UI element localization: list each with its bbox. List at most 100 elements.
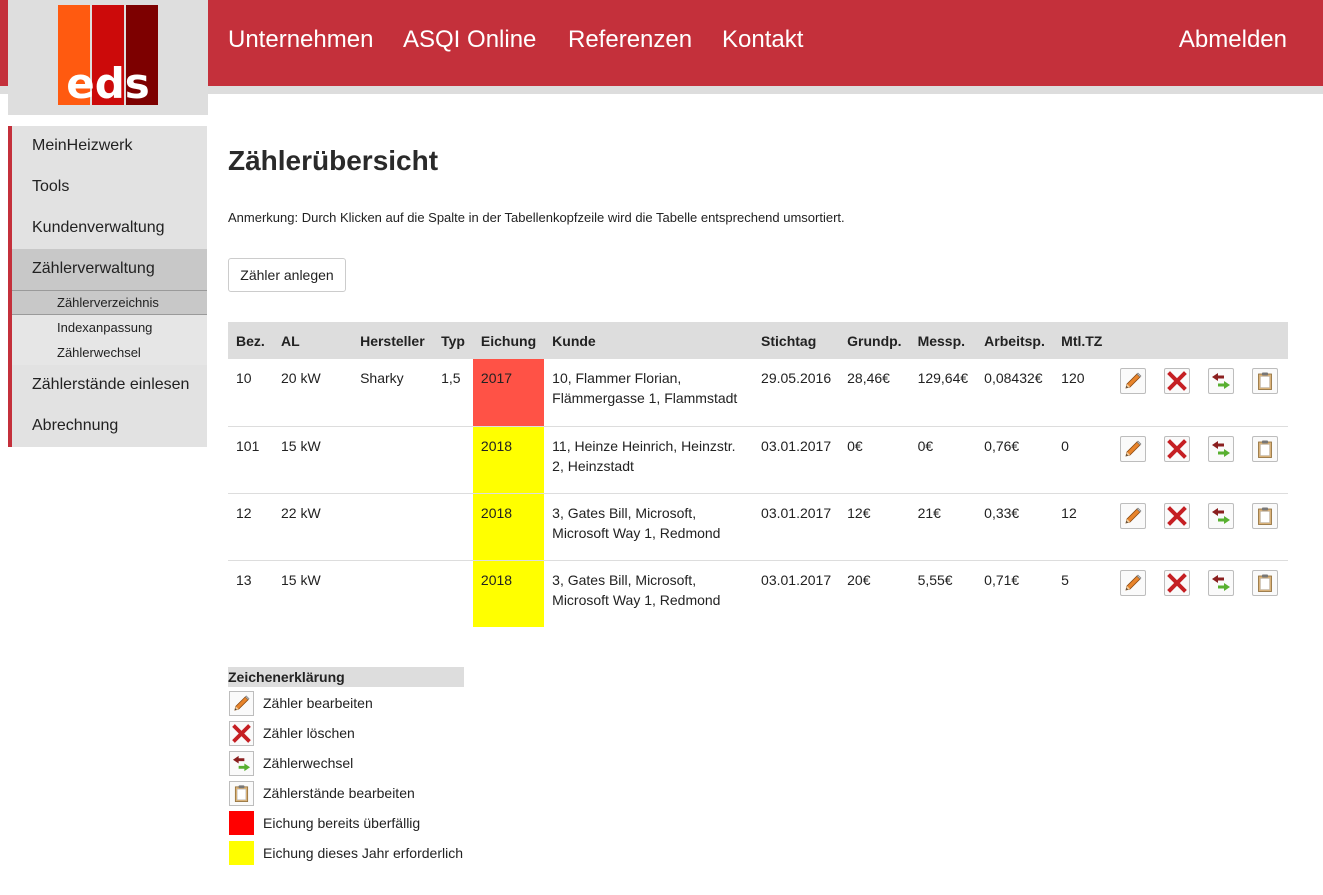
swap-arrows-icon: [1211, 371, 1231, 391]
create-meter-button[interactable]: Zähler anlegen: [228, 258, 346, 292]
nav-unternehmen[interactable]: Unternehmen: [228, 26, 374, 53]
edit-meter-button[interactable]: [1120, 368, 1147, 394]
column-header-al[interactable]: AL: [272, 322, 353, 359]
cell-al: 22 kW: [272, 493, 353, 561]
sidebar-item-abrechnung[interactable]: Abrechnung: [8, 406, 207, 447]
logo-area[interactable]: eds: [8, 0, 208, 115]
column-header-hersteller[interactable]: Hersteller: [352, 322, 434, 359]
column-header-arbeitsp[interactable]: Arbeitsp.: [976, 322, 1054, 359]
cell-bez: 13: [236, 571, 252, 588]
cell-swap: [1200, 359, 1244, 427]
edit-readings-button[interactable]: [1251, 368, 1278, 394]
legend-item: Zähler löschen: [228, 717, 464, 747]
legend-pencil: [229, 691, 254, 716]
cell-mtltz: 5: [1061, 571, 1069, 588]
delete-meter-button[interactable]: [1164, 502, 1191, 529]
cell-edit: [1112, 493, 1157, 561]
column-header-kunde[interactable]: Kunde: [544, 322, 754, 359]
legend-label: Zählerstände bearbeiten: [263, 785, 415, 801]
logout-link[interactable]: Abmelden: [1178, 26, 1287, 53]
delete-meter-button[interactable]: [1164, 368, 1191, 394]
cell-edit: [1112, 426, 1157, 494]
page-title: Zählerübersicht: [228, 145, 439, 176]
cell-swap: [1200, 560, 1244, 627]
swap-arrows-icon: [1211, 439, 1231, 459]
clipboard-icon: [1255, 371, 1275, 391]
sort-note: Anmerkung: Durch Klicken auf die Spalte …: [228, 210, 845, 225]
cell-al: 15 kW: [272, 426, 353, 494]
cell-arbeitsp: 0,08432€: [976, 359, 1054, 427]
legend-label: Zähler bearbeiten: [263, 695, 373, 711]
edit-readings-button[interactable]: [1251, 502, 1278, 529]
cell-readings: [1243, 426, 1288, 494]
cell-messp: 5,55€: [917, 571, 953, 588]
cell-grundp: 0€: [839, 426, 910, 494]
cell-kunde: 11, Heinze Heinrich, Heinzstr. 2, Heinzs…: [544, 426, 754, 494]
edit-readings-button[interactable]: [1251, 569, 1278, 596]
cell-readings: [1244, 560, 1288, 627]
column-header-mtltz[interactable]: Mtl.TZ: [1053, 322, 1113, 359]
delete-x-icon: [1167, 439, 1187, 459]
cell-edit: [1112, 560, 1156, 627]
sidebar: MeinHeizwerk Tools Kundenverwaltung Zähl…: [8, 126, 207, 447]
cell-mtltz: 120: [1053, 359, 1113, 427]
cell-stichtag: 03.01.2017: [753, 493, 840, 561]
clipboard-icon: [1255, 439, 1275, 459]
swap-meter-button[interactable]: [1208, 435, 1235, 462]
column-header-stichtag[interactable]: Stichtag: [753, 322, 840, 359]
column-header-typ[interactable]: Typ: [433, 322, 473, 359]
pencil-icon: [1123, 506, 1143, 526]
swap-meter-button[interactable]: [1208, 569, 1235, 596]
cell-al: 15 kW: [280, 571, 321, 588]
cell-delete: [1156, 359, 1201, 427]
table-header-row: Bez. AL Hersteller Typ Eichung Kunde Sti…: [228, 322, 1288, 359]
edit-meter-button[interactable]: [1120, 435, 1147, 462]
column-header-eichung[interactable]: Eichung: [472, 322, 545, 359]
legend-delete: [229, 721, 254, 746]
cell-swap: [1200, 493, 1244, 561]
column-header-bez[interactable]: Bez.: [228, 322, 273, 359]
cell-messp: 0€: [909, 426, 977, 494]
sidebar-subitem-zaehlerwechsel[interactable]: Zählerwechsel: [57, 345, 141, 360]
edit-meter-button[interactable]: [1120, 569, 1147, 596]
delete-meter-button[interactable]: [1164, 569, 1191, 596]
clipboard-icon: [1255, 573, 1275, 593]
sidebar-item-meinheizwerk[interactable]: MeinHeizwerk: [8, 126, 207, 167]
cell-swap: [1200, 426, 1244, 494]
column-header-delete: [1156, 322, 1201, 359]
delete-x-icon: [1167, 506, 1187, 526]
delete-x-icon: [1167, 573, 1187, 593]
cell-bez: 101: [228, 426, 273, 494]
edit-meter-button[interactable]: [1120, 502, 1147, 529]
column-header-messp[interactable]: Messp.: [909, 322, 977, 359]
cell-bez: 10: [228, 359, 273, 427]
pencil-icon: [1123, 439, 1143, 459]
sidebar-item-zaehlerverwaltung[interactable]: Zählerverwaltung: [8, 249, 207, 290]
cell-stichtag: 03.01.2017: [761, 571, 832, 588]
nav-asqi-online[interactable]: ASQI Online: [403, 26, 537, 53]
edit-readings-button[interactable]: [1251, 435, 1278, 462]
logo-text: eds: [66, 59, 150, 105]
sidebar-submenu: Zählerverzeichnis Indexanpassung Zählerw…: [8, 290, 207, 365]
nav-kontakt[interactable]: Kontakt: [722, 26, 804, 53]
eds-logo[interactable]: eds: [58, 5, 158, 105]
swap-meter-button[interactable]: [1208, 368, 1235, 394]
sidebar-subitem-indexanpassung[interactable]: Indexanpassung: [57, 320, 153, 335]
column-header-swap: [1200, 322, 1244, 359]
sidebar-subitem-zaehlerverzeichnis[interactable]: Zählerverzeichnis: [12, 290, 207, 315]
clipboard-icon: [232, 784, 251, 803]
cell-arbeitsp: 0,76€: [976, 426, 1054, 494]
cell-hersteller: Sharky: [352, 359, 434, 427]
sidebar-item-kundenverwaltung[interactable]: Kundenverwaltung: [8, 208, 207, 249]
column-header-grundp[interactable]: Grundp.: [839, 322, 910, 359]
cell-arbeitsp: 0,71€: [984, 571, 1020, 588]
header-divider: [0, 86, 1323, 94]
delete-meter-button[interactable]: [1164, 435, 1191, 462]
cell-mtltz: 0: [1053, 426, 1113, 494]
cell-typ: 1,5: [433, 359, 473, 427]
sidebar-item-tools[interactable]: Tools: [8, 167, 207, 208]
nav-referenzen[interactable]: Referenzen: [568, 26, 693, 53]
swap-meter-button[interactable]: [1208, 502, 1235, 529]
sidebar-item-zaehlerstaende-einlesen[interactable]: Zählerstände einlesen: [8, 365, 207, 406]
cell-grundp: 28,46€: [839, 359, 910, 427]
